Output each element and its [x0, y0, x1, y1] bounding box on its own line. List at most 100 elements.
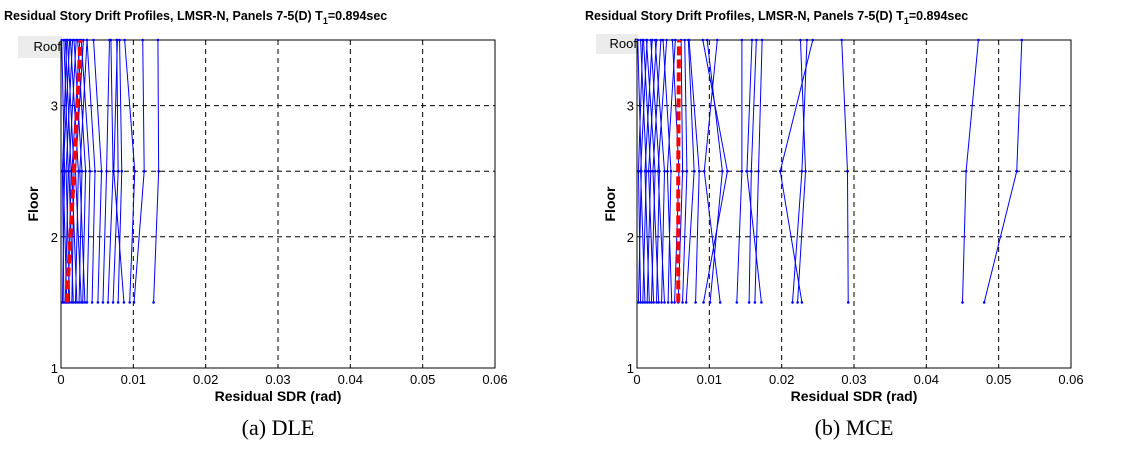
grid-lines: [61, 40, 495, 368]
y-tick-labels: 1 2 3: [627, 99, 634, 376]
x-tick-label: 0.02: [769, 372, 794, 387]
x-axis-label: Residual SDR (rad): [215, 388, 342, 404]
record-point: [800, 169, 804, 173]
plot-frame: [636, 39, 1072, 369]
record-point: [681, 301, 684, 304]
record-point: [740, 38, 744, 42]
record-point: [846, 169, 849, 173]
record-point: [778, 169, 782, 173]
record-point: [69, 38, 72, 42]
record-point: [745, 169, 749, 173]
x-tick-label: 0.01: [121, 372, 146, 387]
record-point: [649, 169, 653, 173]
record-point: [661, 38, 665, 42]
record-point: [93, 169, 97, 173]
record-point: [116, 169, 120, 173]
median-profile: [676, 39, 681, 303]
record-point: [141, 38, 145, 42]
record-point: [702, 169, 706, 173]
record-point: [708, 301, 712, 304]
record-point: [75, 301, 79, 304]
record-point: [660, 301, 663, 304]
x-tick-labels: 0 0.01 0.02 0.03 0.04 0.05 0.06: [633, 372, 1083, 387]
median-profile-line: [676, 39, 681, 303]
x-tick-label: 0.02: [193, 372, 218, 387]
record-point: [652, 301, 655, 304]
record-point: [685, 169, 689, 173]
record-point: [666, 301, 670, 304]
record-point: [123, 38, 126, 42]
y-axis-label: Floor: [602, 186, 618, 222]
record-point: [68, 301, 71, 304]
record-point: [805, 38, 809, 42]
x-tick-label: 0.04: [338, 372, 363, 387]
record-point: [750, 38, 754, 42]
record-point: [88, 169, 92, 173]
y-tick-label: 2: [51, 230, 58, 245]
record-point: [71, 301, 75, 304]
x-tick-label: 0.03: [841, 372, 866, 387]
record-point: [681, 169, 684, 173]
x-axis-label: Residual SDR (rad): [791, 388, 918, 404]
record-point: [90, 301, 94, 304]
record-point: [645, 38, 648, 42]
record-point: [643, 301, 647, 304]
record-point: [636, 38, 640, 42]
record-point: [684, 301, 688, 304]
record-point: [118, 38, 121, 42]
record-point: [671, 38, 674, 42]
record-point: [650, 301, 653, 304]
record-point: [964, 169, 968, 173]
x-tick-label: 0.04: [914, 372, 939, 387]
record-point: [846, 301, 850, 304]
record-point: [133, 169, 137, 173]
record-point: [72, 38, 76, 42]
y-tick-labels: 1 2 3: [51, 99, 58, 376]
record-point: [653, 38, 657, 42]
record-point: [67, 169, 71, 173]
record-point: [757, 169, 760, 173]
median-profile-line: [64, 39, 83, 303]
record-point: [674, 38, 677, 42]
record-point: [647, 301, 651, 304]
y-axis-label: Floor: [25, 186, 41, 222]
record-point: [977, 38, 980, 42]
record-point: [694, 301, 697, 304]
y-tick-label: 1: [627, 361, 634, 376]
record-point: [665, 38, 668, 42]
record-point: [84, 169, 87, 173]
record-point: [105, 169, 108, 173]
record-point: [643, 169, 647, 173]
x-tick-label: 0.05: [410, 372, 435, 387]
record-point: [116, 301, 120, 304]
x-tick-label: 0.01: [697, 372, 722, 387]
record-point: [639, 38, 642, 42]
record-point: [735, 301, 739, 304]
record-point: [799, 38, 802, 42]
x-tick-label: 0: [633, 372, 640, 387]
record-point: [66, 38, 69, 42]
record-point: [637, 169, 640, 173]
roof-label-background: [596, 34, 638, 54]
y-tick-label: 1: [51, 361, 58, 376]
record-point: [1015, 169, 1019, 173]
grid-lines: [637, 40, 1071, 368]
chart-title: Residual Story Drift Profiles, LMSR-N, P…: [4, 9, 387, 26]
record-point: [653, 169, 657, 173]
record-point: [639, 301, 642, 304]
record-point: [64, 169, 68, 173]
record-point: [804, 169, 807, 173]
record-point: [705, 38, 709, 42]
record-point: [101, 301, 105, 304]
panel-caption: (b) MCE: [815, 415, 894, 440]
record-point: [122, 301, 126, 304]
record-point: [642, 38, 645, 42]
record-point: [106, 301, 110, 304]
record-point: [840, 38, 844, 42]
record-point: [81, 301, 84, 304]
record-point: [111, 301, 115, 304]
record-point: [760, 38, 764, 42]
roof-label-background: [18, 36, 62, 58]
record-point: [982, 301, 986, 304]
record-point: [61, 169, 65, 173]
